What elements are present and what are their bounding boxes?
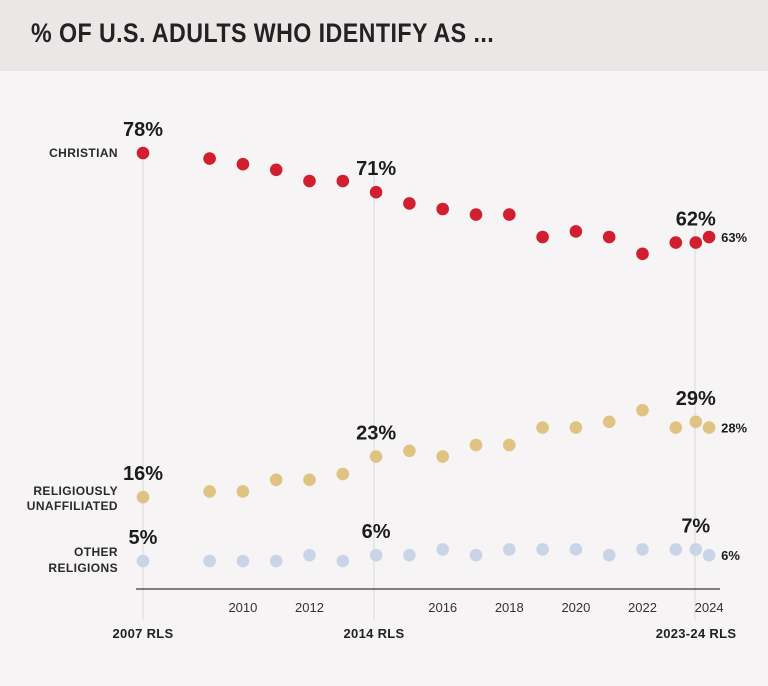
series-label-unaffiliated-line1: RELIGIOUSLY: [33, 484, 118, 498]
other-religions-point: [236, 554, 250, 568]
christian-point: [136, 146, 150, 160]
religiously-unaffiliated-point: [436, 450, 450, 463]
other-religions-point: [569, 543, 583, 556]
religiously-unaffiliated-point: [336, 467, 350, 481]
religiously-unaffiliated-point: [269, 473, 283, 487]
christian-point: [269, 163, 283, 177]
christian-point: [602, 230, 616, 244]
other-religions-point: [369, 548, 383, 562]
religiously-unaffiliated-point: [136, 490, 150, 504]
religiously-unaffiliated-point: [369, 450, 383, 463]
other-religions-callout-label: 7%: [681, 515, 710, 537]
chart-title: % OF U.S. ADULTS WHO IDENTIFY AS ...: [31, 18, 495, 48]
religiously-unaffiliated-point: [203, 485, 216, 498]
christian-point: [569, 225, 583, 238]
other-religions-point: [203, 554, 216, 568]
christian-point: [536, 230, 549, 244]
year-tick-label: 2012: [295, 600, 324, 615]
christian-point: [669, 236, 683, 249]
series-label-other-line1: OTHER: [74, 545, 118, 559]
christian-point: [503, 208, 516, 221]
christian-callout-label: 62%: [676, 209, 716, 231]
other-religions-end-label: 6%: [721, 548, 740, 563]
other-religions-point: [136, 554, 150, 568]
other-religions-point: [503, 543, 516, 556]
year-tick-label: 2018: [495, 600, 524, 615]
year-tick-label: 2016: [428, 600, 457, 615]
religiously-unaffiliated-end-label: 28%: [721, 421, 747, 436]
other-religions-point: [602, 548, 616, 562]
series-label-unaffiliated-line2: UNAFFILIATED: [27, 499, 118, 513]
religiously-unaffiliated-point: [469, 438, 483, 452]
year-tick-label: 2010: [228, 600, 257, 615]
other-religions-point: [269, 554, 283, 568]
christian-point: [636, 247, 649, 261]
survey-label-2023-24: 2023-24 RLS: [656, 626, 737, 641]
christian-point: [469, 208, 483, 221]
survey-label-2007: 2007 RLS: [113, 626, 174, 641]
christian-point: [203, 152, 216, 165]
series-label-other-line2: RELIGIONS: [48, 561, 118, 575]
chart-marks: 78% 71% 62% 63% 16% 23% 29% 28% 5% 6% 7% 6%: [123, 119, 748, 568]
religiously-unaffiliated-point: [569, 421, 583, 434]
christian-callout-label: 78%: [123, 119, 163, 141]
christian-point: [403, 197, 416, 210]
christian-point: [303, 174, 316, 188]
survey-label-2014: 2014 RLS: [344, 626, 405, 641]
religiously-unaffiliated-point: [503, 438, 516, 452]
religiously-unaffiliated-point: [689, 415, 703, 429]
other-religions-point: [536, 543, 549, 556]
other-religions-point: [436, 543, 450, 556]
other-religions-point: [336, 554, 350, 568]
christian-point: [436, 202, 450, 216]
religiously-unaffiliated-point: [303, 473, 316, 487]
christian-point: [369, 185, 383, 199]
year-tick-label: 2022: [628, 600, 657, 615]
other-religions-callout-label: 5%: [129, 527, 158, 549]
other-religions-point: [403, 548, 416, 562]
year-tick-label: 2024: [695, 600, 724, 615]
religiously-unaffiliated-point: [702, 421, 716, 434]
christian-point: [336, 174, 350, 188]
religiously-unaffiliated-callout-label: 23%: [356, 423, 396, 445]
religiously-unaffiliated-point: [536, 421, 549, 434]
religiously-unaffiliated-point: [669, 421, 683, 434]
other-religions-point: [303, 548, 316, 562]
christian-point: [236, 157, 250, 171]
christian-point: [689, 236, 703, 249]
religiously-unaffiliated-point: [602, 415, 616, 429]
year-tick-label: 2020: [561, 600, 590, 615]
other-religions-point: [636, 543, 649, 556]
religiously-unaffiliated-point: [403, 444, 416, 458]
other-religions-point: [469, 548, 483, 562]
other-religions-point: [669, 543, 683, 556]
other-religions-point: [689, 543, 703, 556]
religiously-unaffiliated-point: [636, 403, 649, 417]
other-religions-point: [702, 548, 716, 562]
christian-end-label: 63%: [721, 230, 747, 245]
christian-point: [702, 230, 716, 244]
other-religions-callout-label: 6%: [362, 521, 391, 543]
religiously-unaffiliated-callout-label: 16%: [123, 463, 163, 485]
series-label-christian: CHRISTIAN: [49, 146, 118, 160]
christian-callout-label: 71%: [356, 158, 396, 180]
religiously-unaffiliated-point: [236, 485, 250, 498]
title-banner: % OF U.S. ADULTS WHO IDENTIFY AS ...: [0, 0, 768, 71]
religiously-unaffiliated-callout-label: 29%: [676, 388, 716, 410]
